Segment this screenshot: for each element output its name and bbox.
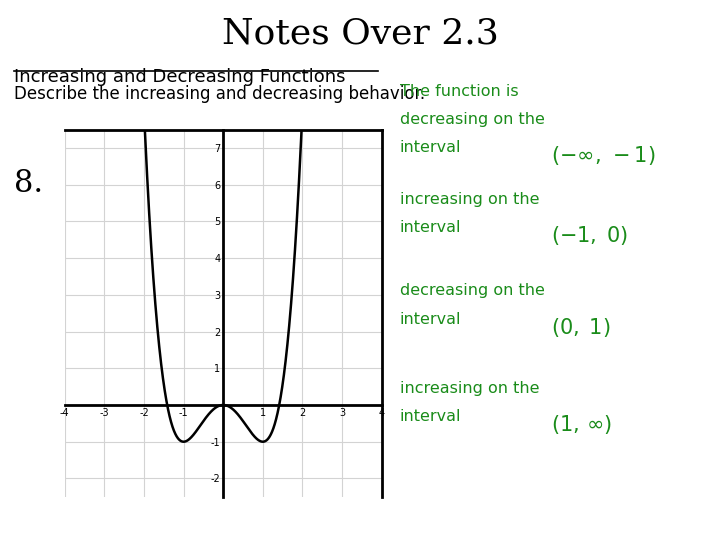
Text: The function is: The function is (400, 84, 518, 99)
Text: decreasing on the: decreasing on the (400, 112, 544, 127)
Text: increasing on the: increasing on the (400, 192, 539, 207)
Text: $(-1,\;0)$: $(-1,\;0)$ (551, 224, 628, 247)
Text: decreasing on the: decreasing on the (400, 284, 544, 299)
Text: interval: interval (400, 220, 461, 235)
Text: $(1,\,\infty)$: $(1,\,\infty)$ (551, 413, 612, 436)
Text: $(0,\;1)$: $(0,\;1)$ (551, 316, 611, 339)
Text: increasing on the: increasing on the (400, 381, 539, 396)
Text: interval: interval (400, 312, 461, 327)
Text: Notes Over 2.3: Notes Over 2.3 (222, 16, 498, 50)
Text: Describe the increasing and decreasing behavior.: Describe the increasing and decreasing b… (14, 85, 426, 103)
Text: Increasing and Decreasing Functions: Increasing and Decreasing Functions (14, 68, 346, 85)
Text: $(-\infty,\,-1)$: $(-\infty,\,-1)$ (551, 144, 655, 167)
Text: interval: interval (400, 409, 461, 424)
Text: 8.: 8. (14, 168, 43, 199)
Text: interval: interval (400, 140, 461, 155)
